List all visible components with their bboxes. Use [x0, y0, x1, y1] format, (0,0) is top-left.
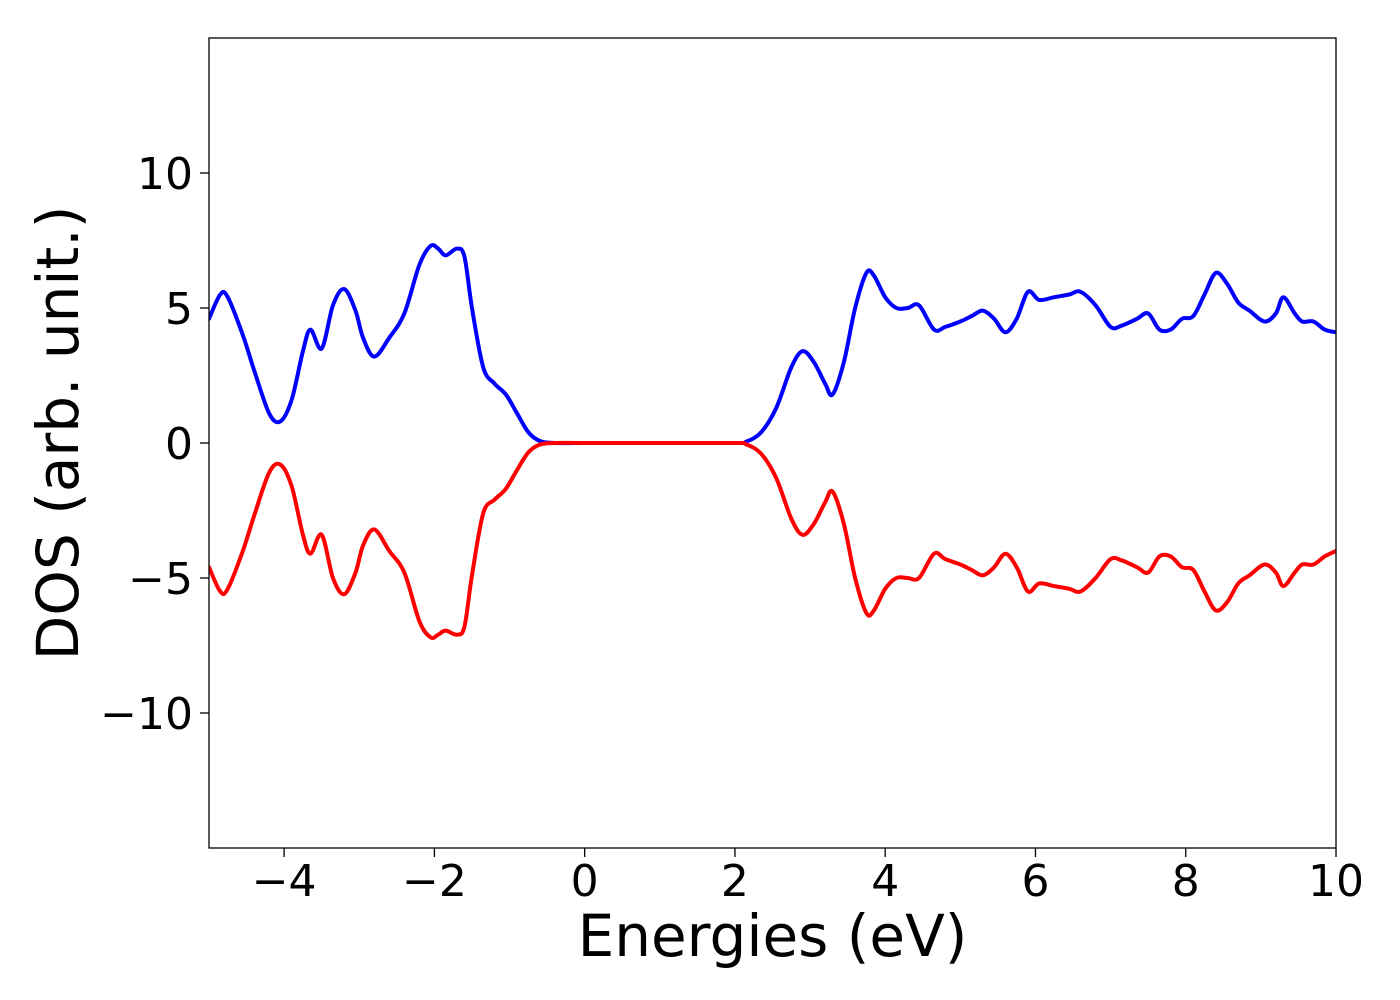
y-axis: −10 −5 0 5 10 — [100, 149, 209, 740]
y-tick-label: 0 — [165, 419, 193, 470]
x-tick-label: −2 — [402, 856, 467, 907]
y-tick-label: −5 — [128, 554, 193, 605]
x-tick-label: 2 — [721, 856, 749, 907]
plot-frame — [208, 37, 1337, 849]
y-tick-label: 10 — [137, 149, 193, 200]
series-layer — [209, 243, 1336, 641]
dos-series-red-line — [209, 440, 1336, 641]
x-axis-label: Energies (eV) — [578, 902, 968, 970]
y-axis-label: DOS (arb. unit.) — [24, 206, 92, 661]
x-tick-label: 0 — [571, 856, 599, 907]
x-axis: −4 −2 0 2 4 6 8 10 — [252, 848, 1364, 907]
x-tick-label: 4 — [871, 856, 899, 907]
x-tick-label: 8 — [1172, 856, 1200, 907]
x-tick-label: 10 — [1308, 856, 1364, 907]
y-tick-label: −10 — [100, 689, 193, 740]
x-tick-label: −4 — [252, 856, 317, 907]
dos-series-blue-line — [209, 243, 1336, 446]
x-tick-label: 6 — [1021, 856, 1049, 907]
y-tick-label: 5 — [165, 284, 193, 335]
